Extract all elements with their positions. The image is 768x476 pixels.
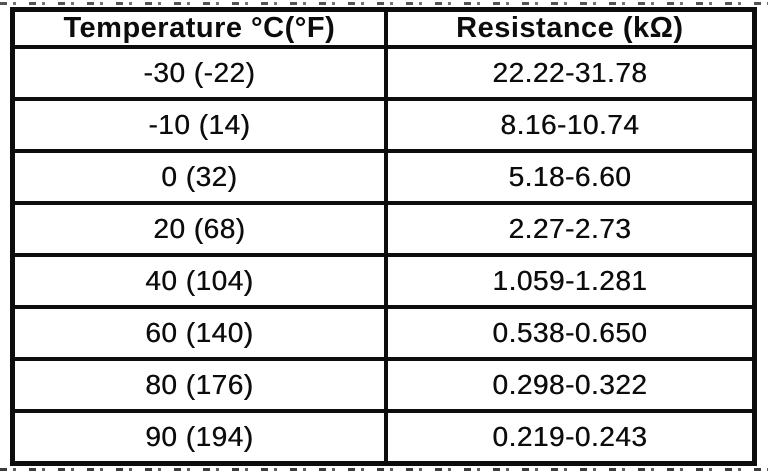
temperature-cell: 80 (176) bbox=[10, 356, 388, 413]
table-row: 0 (32) 5.18-6.60 bbox=[10, 148, 757, 205]
scan-artifact-top bbox=[0, 2, 768, 5]
resistance-cell: 0.219-0.243 bbox=[383, 408, 757, 466]
column-header-resistance: Resistance (kΩ) bbox=[383, 7, 757, 49]
table-row: -30 (-22) 22.22-31.78 bbox=[10, 45, 757, 101]
resistance-cell: 2.27-2.73 bbox=[383, 200, 757, 257]
resistance-cell: 0.538-0.650 bbox=[383, 304, 757, 361]
temperature-resistance-table: Temperature °C(°F) Resistance (kΩ) -30 (… bbox=[10, 7, 757, 466]
temperature-cell: 60 (140) bbox=[10, 304, 388, 361]
temperature-cell: 0 (32) bbox=[10, 148, 388, 205]
table-row: 60 (140) 0.538-0.650 bbox=[10, 304, 757, 361]
table-row: 90 (194) 0.219-0.243 bbox=[10, 408, 757, 466]
table-row: 80 (176) 0.298-0.322 bbox=[10, 356, 757, 413]
temperature-cell: 20 (68) bbox=[10, 200, 388, 257]
scan-artifact-bottom bbox=[0, 468, 768, 471]
header-row: Temperature °C(°F) Resistance (kΩ) bbox=[10, 7, 757, 49]
temperature-cell: -30 (-22) bbox=[10, 45, 388, 101]
resistance-cell: 0.298-0.322 bbox=[383, 356, 757, 413]
resistance-cell: 1.059-1.281 bbox=[383, 252, 757, 309]
temperature-cell: -10 (14) bbox=[10, 96, 388, 153]
table-row: 20 (68) 2.27-2.73 bbox=[10, 200, 757, 257]
table-row: -10 (14) 8.16-10.74 bbox=[10, 96, 757, 153]
resistance-cell: 22.22-31.78 bbox=[383, 45, 757, 101]
column-header-temperature: Temperature °C(°F) bbox=[10, 7, 388, 49]
resistance-cell: 8.16-10.74 bbox=[383, 96, 757, 153]
resistance-cell: 5.18-6.60 bbox=[383, 148, 757, 205]
table-row: 40 (104) 1.059-1.281 bbox=[10, 252, 757, 309]
temperature-cell: 90 (194) bbox=[10, 408, 388, 466]
temperature-cell: 40 (104) bbox=[10, 252, 388, 309]
